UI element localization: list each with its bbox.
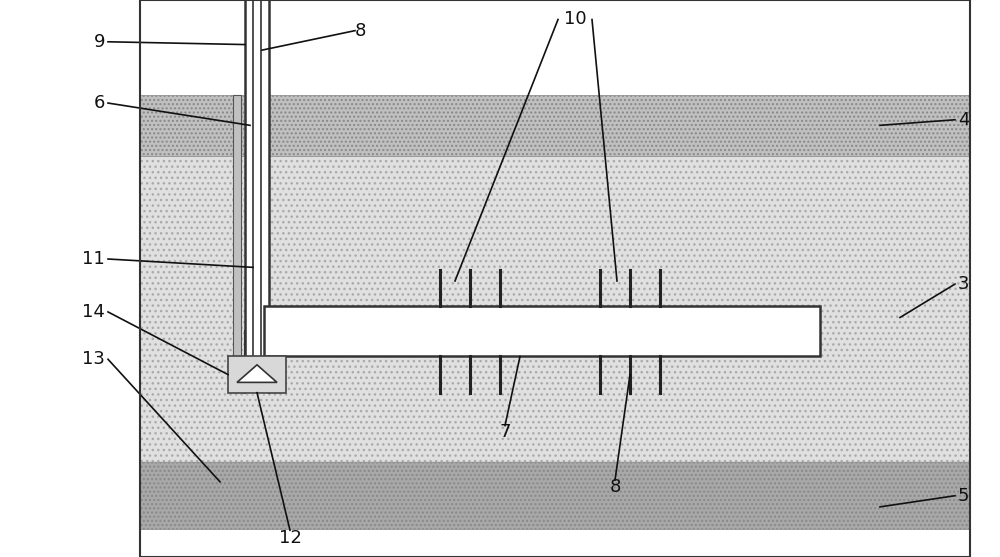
Text: 3: 3 (958, 275, 970, 293)
Bar (233, 95, 241, 356)
Text: 5: 5 (958, 487, 970, 505)
Bar (264, 306, 820, 356)
Text: 7: 7 (499, 423, 511, 441)
Bar (140, 95, 970, 156)
Bar (228, 356, 286, 393)
Text: 10: 10 (564, 11, 586, 28)
Text: 9: 9 (94, 33, 105, 51)
Bar (140, 462, 970, 529)
Text: 8: 8 (609, 478, 621, 496)
Bar (140, 0, 970, 557)
Text: 13: 13 (82, 350, 105, 368)
Text: 6: 6 (94, 94, 105, 112)
Bar (140, 0, 970, 557)
Bar (140, 156, 970, 462)
Text: 8: 8 (355, 22, 366, 40)
Polygon shape (237, 365, 277, 382)
Text: 4: 4 (958, 111, 970, 129)
Text: 12: 12 (279, 529, 301, 546)
Text: 14: 14 (82, 303, 105, 321)
Text: 11: 11 (82, 250, 105, 268)
